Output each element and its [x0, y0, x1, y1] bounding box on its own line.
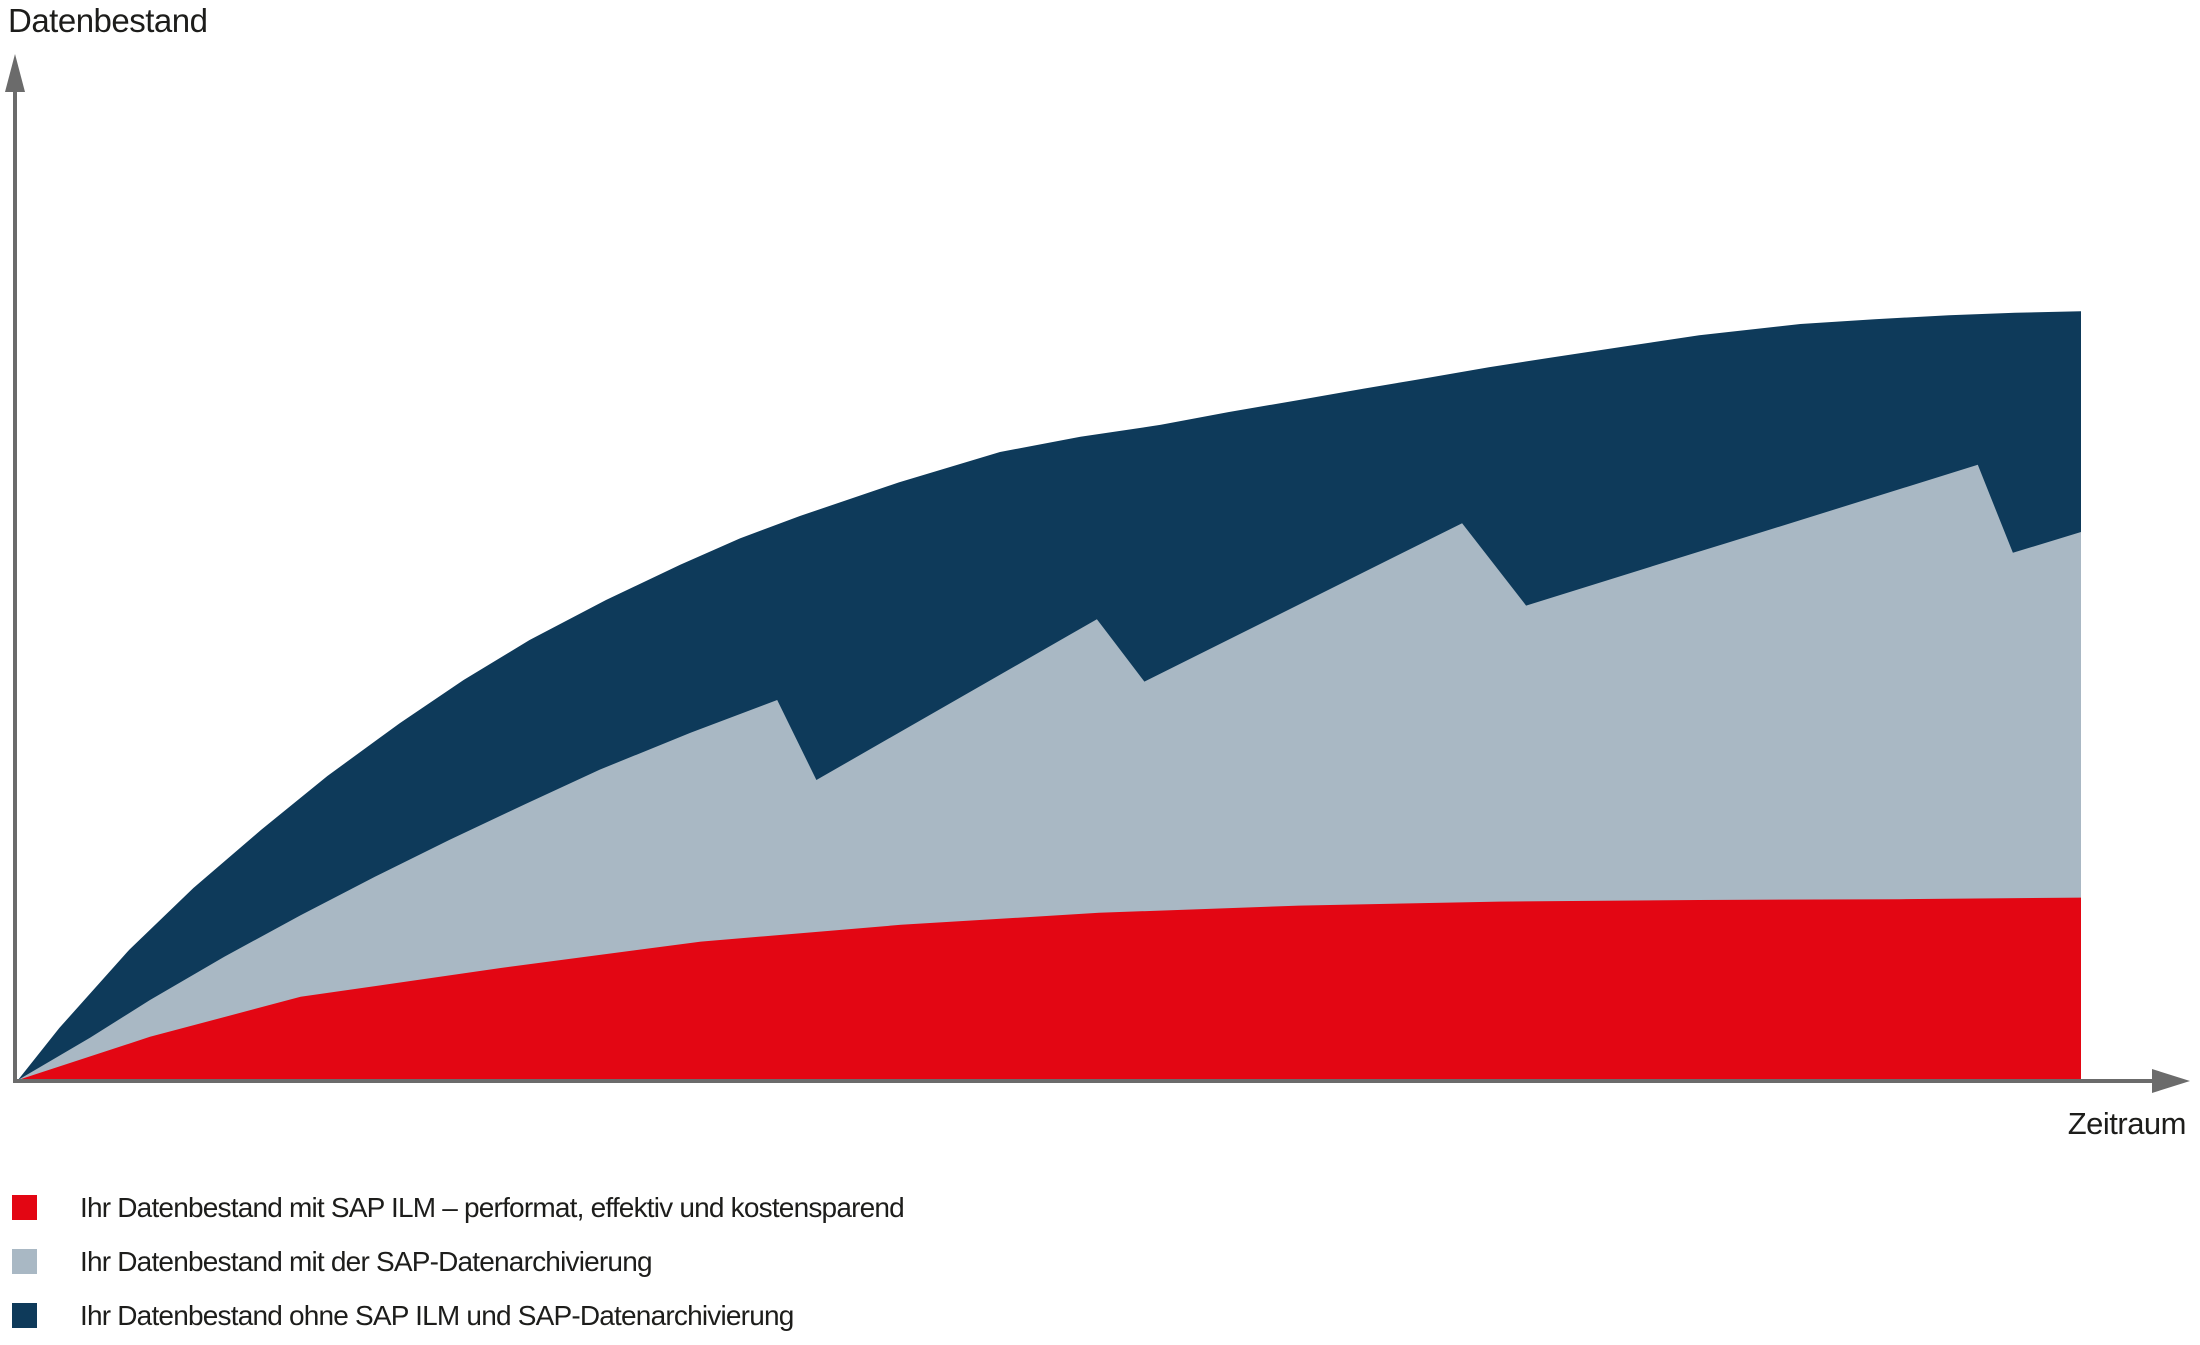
legend-swatch-navy-icon: [12, 1303, 37, 1328]
y-axis-arrowhead-icon: [5, 54, 25, 92]
y-axis-title: Datenbestand: [8, 2, 208, 39]
chart-areas-group: [18, 311, 2081, 1080]
legend-label-mit-datenarchivierung: Ihr Datenbestand mit der SAP-Datenarchiv…: [80, 1246, 653, 1277]
legend-item-mit-sap-ilm: Ihr Datenbestand mit SAP ILM – performat…: [12, 1192, 905, 1223]
legend: Ihr Datenbestand mit SAP ILM – performat…: [12, 1192, 905, 1345]
legend-item-mit-datenarchivierung: Ihr Datenbestand mit der SAP-Datenarchiv…: [12, 1246, 904, 1277]
legend-item-ohne-ilm: Ihr Datenbestand ohne SAP ILM und SAP-Da…: [12, 1300, 904, 1331]
axes-group: [5, 54, 2190, 1093]
legend-label-ohne-ilm: Ihr Datenbestand ohne SAP ILM und SAP-Da…: [80, 1300, 794, 1331]
x-axis-arrowhead-icon: [2152, 1069, 2190, 1093]
x-axis-title: Zeitraum: [2067, 1106, 2187, 1141]
area-mit-sap-ilm: [18, 897, 2081, 1080]
area-chart: [5, 54, 2190, 1093]
legend-label-mit-sap-ilm: Ihr Datenbestand mit SAP ILM – performat…: [80, 1192, 905, 1223]
legend-swatch-gray-icon: [12, 1249, 37, 1274]
legend-swatch-red-icon: [12, 1195, 37, 1220]
